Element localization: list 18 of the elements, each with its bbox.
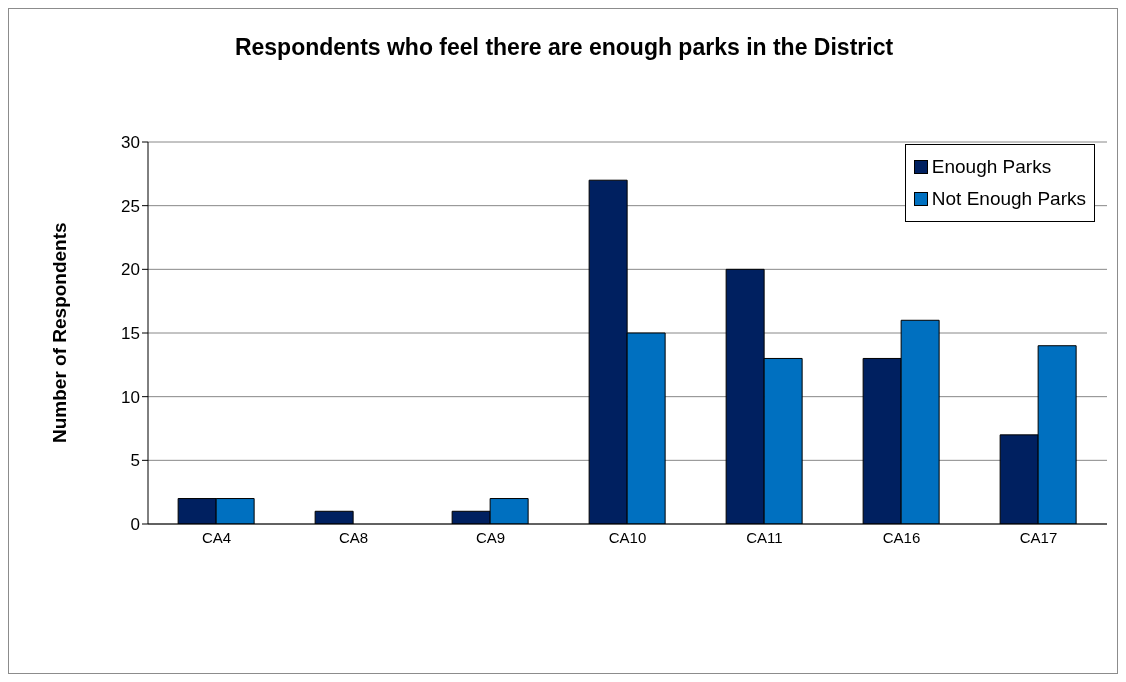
y-tick-label: 25 (121, 196, 140, 216)
y-tick-label: 10 (121, 387, 140, 407)
x-tick-label: CA8 (338, 528, 369, 546)
y-tick-label: 0 (130, 515, 140, 535)
x-tick-label: CA16 (882, 528, 921, 546)
y-axis-title: Number of Respondents (48, 222, 70, 443)
legend-label: Not Enough Parks (931, 187, 1086, 211)
x-tick-label: CA10 (608, 528, 647, 546)
y-tick-label: 15 (121, 324, 140, 344)
x-tick-label: CA9 (475, 528, 506, 546)
x-tick-label: CA11 (746, 528, 783, 546)
y-tick-label: 5 (130, 451, 140, 471)
x-tick-label: CA17 (1019, 528, 1058, 546)
y-tick-label: 30 (121, 133, 140, 153)
legend-label: Enough Parks (931, 155, 1052, 179)
y-tick-label: 20 (121, 260, 140, 280)
chart-title: Respondents who feel there are enough parks in the District (233, 33, 895, 62)
x-tick-label: CA4 (201, 528, 232, 546)
